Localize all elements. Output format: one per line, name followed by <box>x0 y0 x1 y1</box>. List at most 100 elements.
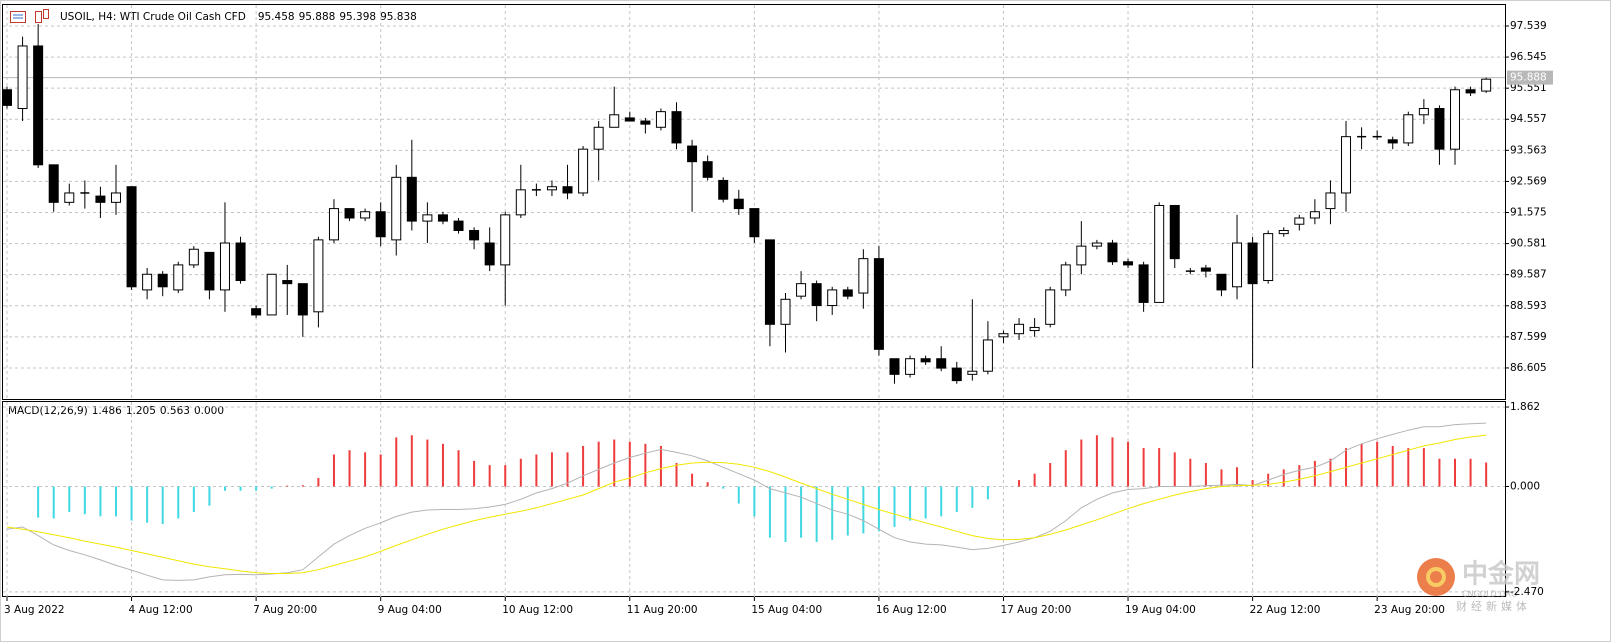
last-close: 95.838 <box>380 11 417 23</box>
histogram-bar <box>1485 462 1488 487</box>
x-tick-label: 7 Aug 20:00 <box>253 604 317 616</box>
histogram-bar <box>1064 450 1067 487</box>
price-line-label: 95.888 <box>1510 72 1547 84</box>
histogram-bar <box>488 465 491 487</box>
candle-body <box>95 195 106 203</box>
histogram-bar <box>722 486 725 489</box>
candle-body <box>1247 242 1258 285</box>
candle-body <box>1387 139 1398 144</box>
candle-body <box>1325 192 1336 210</box>
candle-body <box>1091 242 1102 247</box>
watermark: 中金网 CNGOLD.ORG 财经新媒体 <box>1417 558 1540 613</box>
candle-body <box>453 220 464 231</box>
histogram-bar <box>1158 448 1161 487</box>
candle-body <box>1123 261 1134 266</box>
histogram-bar <box>270 486 273 489</box>
candle-body <box>655 111 666 128</box>
candle-body <box>1169 204 1180 260</box>
candle-body <box>967 370 978 375</box>
histogram-bar <box>52 486 55 519</box>
histogram-bar <box>348 450 351 487</box>
histogram-bar <box>1469 458 1472 487</box>
histogram-bar <box>1080 439 1083 487</box>
histogram-bar <box>317 477 320 487</box>
candle-body <box>297 283 308 316</box>
signal-line <box>6 434 1487 574</box>
y-tick-label: 1.862 <box>1510 401 1540 413</box>
histogram-bar <box>208 486 211 506</box>
candle-body <box>1341 136 1352 194</box>
histogram-bar <box>955 486 958 513</box>
histogram-bar <box>831 486 834 540</box>
histogram-bar <box>909 486 912 521</box>
candle-body <box>1029 326 1040 332</box>
histogram-bar <box>1438 458 1441 487</box>
histogram-bar <box>1204 463 1207 487</box>
candle-body <box>188 248 199 266</box>
histogram-bar <box>395 437 398 487</box>
histogram-bar <box>426 439 429 487</box>
candle-body <box>1154 204 1165 303</box>
candle-body <box>1014 323 1025 335</box>
histogram-bar <box>146 486 149 523</box>
candle-body <box>562 186 573 194</box>
histogram-bar <box>68 486 71 513</box>
candle-body <box>842 289 853 297</box>
watermark-domain: CNGOLD.ORG <box>1462 590 1517 599</box>
histogram-bar <box>177 486 180 519</box>
candle-body <box>1450 89 1461 150</box>
histogram-bar <box>99 486 102 517</box>
y-tick-label: 93.563 <box>1510 144 1547 156</box>
histogram-bar <box>1282 469 1285 487</box>
y-tick-label: 94.557 <box>1510 113 1547 125</box>
candle-body <box>1465 89 1476 94</box>
histogram-bar <box>1095 435 1098 487</box>
histogram-bar <box>862 486 865 534</box>
y-tick-label: 97.539 <box>1510 20 1547 32</box>
histogram-bar <box>504 465 507 487</box>
candle-body <box>1294 217 1305 225</box>
candle-body <box>1481 78 1492 92</box>
histogram-bar <box>706 482 709 487</box>
candle-body <box>110 192 121 203</box>
candle-body <box>48 164 59 203</box>
histogram-bar <box>1251 480 1254 487</box>
histogram-bar <box>1360 443 1363 487</box>
histogram-bar <box>675 463 678 487</box>
candle-body <box>437 214 448 222</box>
candle-body <box>219 242 230 291</box>
candle-body <box>920 358 931 363</box>
candle-body <box>1216 273 1227 291</box>
candle-body <box>1403 114 1414 144</box>
histogram-bar <box>893 486 896 528</box>
candle-body <box>624 117 635 122</box>
histogram-bar <box>441 443 444 487</box>
histogram-bar <box>301 485 304 487</box>
header: USOIL, H4: WTI Crude Oil Cash CFD 95.458 9… <box>60 11 417 23</box>
candle-body <box>718 179 729 200</box>
candle-body <box>609 114 620 128</box>
main-line <box>6 422 1487 581</box>
histogram-bar <box>1220 469 1223 487</box>
histogram-bar <box>535 454 538 487</box>
histogram-bar <box>1033 473 1036 487</box>
candle-body <box>951 367 962 382</box>
y-tick-label: 86.605 <box>1510 362 1547 374</box>
candle-body <box>702 161 713 178</box>
candle-body <box>282 280 293 285</box>
last-low: 95.398 <box>339 11 376 23</box>
watermark-name: 中金网 <box>1462 559 1540 590</box>
histogram-bar <box>815 486 818 542</box>
histogram-bar <box>877 486 880 532</box>
histogram-bar <box>364 452 367 487</box>
candle-body <box>515 189 526 216</box>
candle-body <box>687 145 698 163</box>
histogram-bar <box>1376 441 1379 487</box>
histogram-bar <box>1173 452 1176 487</box>
candle-body <box>328 208 339 241</box>
histogram-bar <box>473 460 476 487</box>
histogram-bar <box>519 458 522 487</box>
histogram-bar <box>114 486 117 517</box>
x-tick-label: 19 Aug 04:00 <box>1125 604 1196 616</box>
candle-body <box>1278 229 1289 235</box>
